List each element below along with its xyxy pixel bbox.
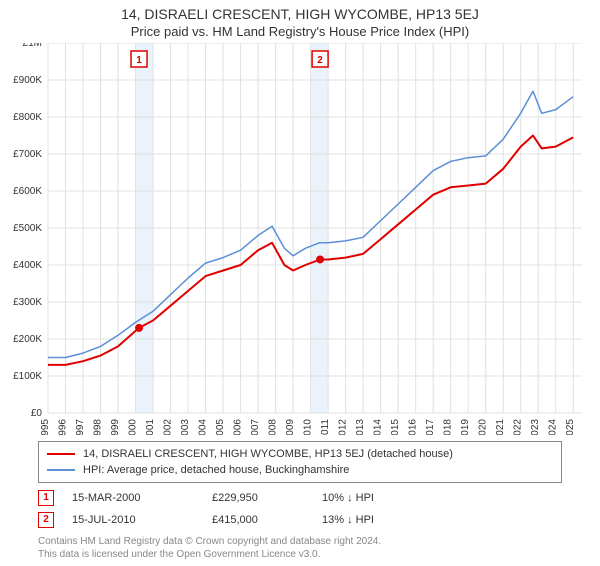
svg-text:£700K: £700K (13, 149, 42, 160)
svg-text:2002: 2002 (163, 419, 174, 435)
svg-text:£500K: £500K (13, 223, 42, 234)
svg-text:£900K: £900K (13, 75, 42, 86)
chart-title: 14, DISRAELI CRESCENT, HIGH WYCOMBE, HP1… (0, 6, 600, 22)
sales-list: 1 15-MAR-2000 £229,950 10% ↓ HPI 2 15-JU… (38, 487, 562, 531)
svg-text:1999: 1999 (110, 419, 121, 435)
sale-delta: 13% ↓ HPI (322, 514, 374, 526)
sale-date: 15-MAR-2000 (72, 492, 212, 504)
sale-price: £229,950 (212, 492, 322, 504)
svg-text:2016: 2016 (408, 419, 419, 435)
svg-text:£0: £0 (31, 408, 43, 419)
svg-text:1998: 1998 (93, 419, 104, 435)
svg-text:2006: 2006 (233, 419, 244, 435)
footer: Contains HM Land Registry data © Crown c… (38, 535, 562, 561)
svg-text:2022: 2022 (513, 419, 524, 435)
svg-text:2000: 2000 (128, 419, 139, 435)
svg-text:£300K: £300K (13, 297, 42, 308)
sale-delta: 10% ↓ HPI (322, 492, 374, 504)
svg-text:£800K: £800K (13, 112, 42, 123)
svg-text:1997: 1997 (75, 419, 86, 435)
svg-text:2009: 2009 (285, 419, 296, 435)
svg-text:2005: 2005 (215, 419, 226, 435)
legend-label-property: 14, DISRAELI CRESCENT, HIGH WYCOMBE, HP1… (83, 448, 453, 460)
sale-date: 15-JUL-2010 (72, 514, 212, 526)
svg-text:2011: 2011 (320, 419, 331, 435)
svg-text:2001: 2001 (145, 419, 156, 435)
svg-text:£1M: £1M (23, 43, 42, 49)
svg-text:2: 2 (317, 55, 323, 66)
svg-text:2003: 2003 (180, 419, 191, 435)
footer-line: This data is licensed under the Open Gov… (38, 548, 562, 561)
price-chart: £0 £100K £200K £300K £400K £500K £600K £700K £80… (0, 43, 600, 435)
svg-text:1: 1 (136, 55, 142, 66)
svg-text:£200K: £200K (13, 334, 42, 345)
svg-text:1996: 1996 (58, 419, 69, 435)
svg-text:2017: 2017 (425, 419, 436, 435)
svg-text:2012: 2012 (338, 419, 349, 435)
svg-text:2025: 2025 (565, 419, 576, 435)
svg-text:£100K: £100K (13, 371, 42, 382)
footer-line: Contains HM Land Registry data © Crown c… (38, 535, 562, 548)
svg-text:2014: 2014 (373, 419, 384, 435)
sale-marker-badge: 2 (38, 512, 54, 528)
legend: 14, DISRAELI CRESCENT, HIGH WYCOMBE, HP1… (38, 441, 562, 483)
svg-text:2015: 2015 (390, 419, 401, 435)
svg-text:2008: 2008 (268, 419, 279, 435)
svg-text:1995: 1995 (40, 419, 51, 435)
svg-text:2021: 2021 (495, 419, 506, 435)
svg-text:2004: 2004 (198, 419, 209, 435)
sale-row: 2 15-JUL-2010 £415,000 13% ↓ HPI (38, 509, 562, 531)
legend-label-hpi: HPI: Average price, detached house, Buck… (83, 464, 349, 476)
svg-text:2023: 2023 (530, 419, 541, 435)
chart-subtitle: Price paid vs. HM Land Registry's House … (0, 24, 600, 39)
legend-swatch-hpi (47, 469, 75, 471)
sale-row: 1 15-MAR-2000 £229,950 10% ↓ HPI (38, 487, 562, 509)
svg-text:2024: 2024 (548, 419, 559, 435)
svg-text:£400K: £400K (13, 260, 42, 271)
svg-text:2010: 2010 (303, 419, 314, 435)
svg-text:£600K: £600K (13, 186, 42, 197)
svg-text:2019: 2019 (460, 419, 471, 435)
sale-marker-badge: 1 (38, 490, 54, 506)
legend-swatch-property (47, 453, 75, 455)
svg-text:2018: 2018 (443, 419, 454, 435)
svg-text:2007: 2007 (250, 419, 261, 435)
sale-price: £415,000 (212, 514, 322, 526)
svg-text:2013: 2013 (355, 419, 366, 435)
svg-text:2020: 2020 (478, 419, 489, 435)
